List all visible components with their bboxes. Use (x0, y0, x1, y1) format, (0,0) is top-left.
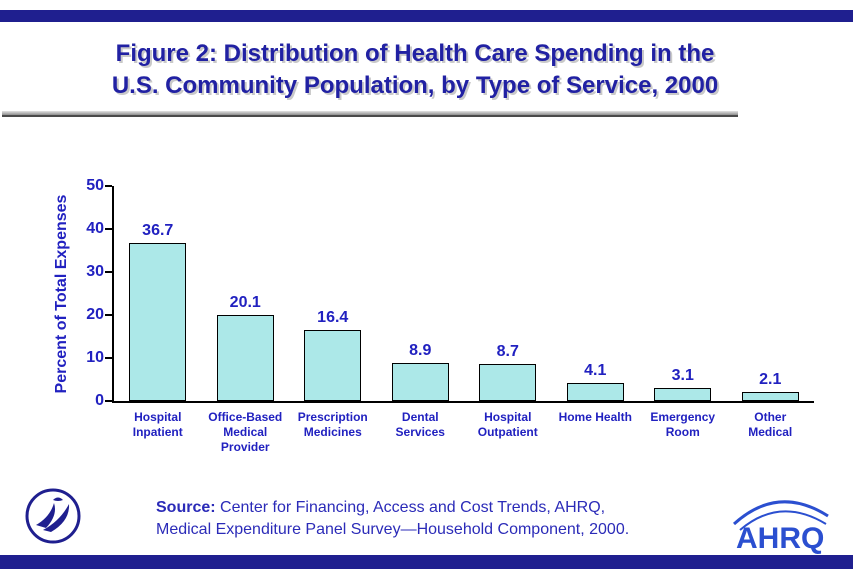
title-divider-rule (2, 111, 738, 117)
y-tick-label: 40 (86, 220, 104, 237)
source-line-2: Medical Expenditure Panel Survey—Househo… (156, 521, 630, 538)
plot-area: 36.7 20.1 16.4 8.9 8.7 4.1 3.1 2.1 (105, 185, 815, 403)
hhs-eagle-logo (24, 487, 82, 550)
bottom-accent-band (0, 555, 853, 569)
category-label-3: Dental Services (395, 410, 445, 439)
category-label-1: Office-Based Medical Provider (208, 410, 283, 454)
y-tick-mark (105, 400, 112, 402)
bar-group-7: 2.1 (727, 186, 815, 401)
plot-wrapper: 0 10 20 30 40 50 36.7 20.1 16.4 8.9 8.7 4.1 3.1 2.1 … (86, 177, 815, 455)
source-note: Source: Center for Financing, Access and… (156, 497, 716, 541)
category-label-7: Other Medical (748, 410, 793, 439)
page-title: Figure 2: Distribution of Health Care Sp… (0, 38, 830, 102)
bar (654, 387, 712, 401)
bar (479, 363, 537, 401)
bar (129, 243, 187, 401)
bar-value-label: 16.4 (317, 309, 349, 327)
bar-value-label: 8.9 (409, 341, 432, 359)
y-tick-label: 0 (95, 392, 104, 409)
title-line-2: U.S. Community Population, by Type of Se… (111, 72, 719, 99)
y-axis-ticks: 0 10 20 30 40 50 (66, 177, 104, 409)
y-tick-label: 20 (86, 306, 104, 323)
y-tick-mark (105, 271, 112, 273)
bar-group-5: 4.1 (552, 186, 640, 401)
y-tick-label: 10 (86, 349, 104, 366)
y-tick-mark (105, 185, 112, 187)
category-label-5: Home Health (558, 410, 632, 424)
bar-value-label: 36.7 (142, 222, 174, 240)
hhs-eagle-icon (25, 488, 81, 544)
bar (566, 383, 624, 401)
source-text-1: Center for Financing, Access and Cost Tr… (215, 499, 606, 516)
source-label: Source: (156, 499, 216, 516)
y-tick-mark (105, 357, 112, 359)
top-accent-band (0, 10, 853, 22)
ahrq-logo: AHRQ (730, 496, 832, 561)
ahrq-logo-icon: AHRQ (732, 500, 829, 555)
bar-value-label: 4.1 (584, 362, 607, 380)
y-tick-label: 30 (86, 263, 104, 280)
title-line-1: Figure 2: Distribution of Health Care Sp… (115, 40, 715, 67)
bar-value-label: 8.7 (496, 342, 519, 360)
category-label-6: Emergency Room (650, 410, 716, 439)
x-axis-labels: Hospital Inpatient Office-Based Medical Prov… (114, 410, 814, 455)
ahrq-logo-text: AHRQ (736, 522, 824, 555)
bar-value-label: 3.1 (671, 366, 694, 384)
bar-group-3: 8.9 (377, 186, 465, 401)
y-tick-mark (105, 228, 112, 230)
bar-group-0: 36.7 (114, 186, 202, 401)
bar (216, 314, 274, 401)
category-label-4: Hospital Outpatient (477, 410, 538, 439)
category-label-2: Prescription Medicines (297, 410, 368, 439)
bar-value-label: 2.1 (759, 370, 782, 388)
bar-value-label: 20.1 (229, 293, 261, 311)
bar-chart: 0 10 20 30 40 50 36.7 20.1 16.4 8.9 8.7 4.1 3.1 2.1 … (86, 177, 815, 455)
bar-group-4: 8.7 (464, 186, 552, 401)
bar-group-6: 3.1 (639, 186, 727, 401)
bar (391, 362, 449, 401)
bar-group-2: 16.4 (289, 186, 377, 401)
source-line-1: Source: Center for Financing, Access and… (156, 497, 716, 519)
y-tick-mark (105, 314, 112, 316)
bar (741, 391, 799, 401)
bar (304, 330, 362, 401)
category-label-0: Hospital Inpatient (132, 410, 183, 439)
y-tick-label: 50 (86, 177, 104, 194)
bar-group-1: 20.1 (202, 186, 290, 401)
